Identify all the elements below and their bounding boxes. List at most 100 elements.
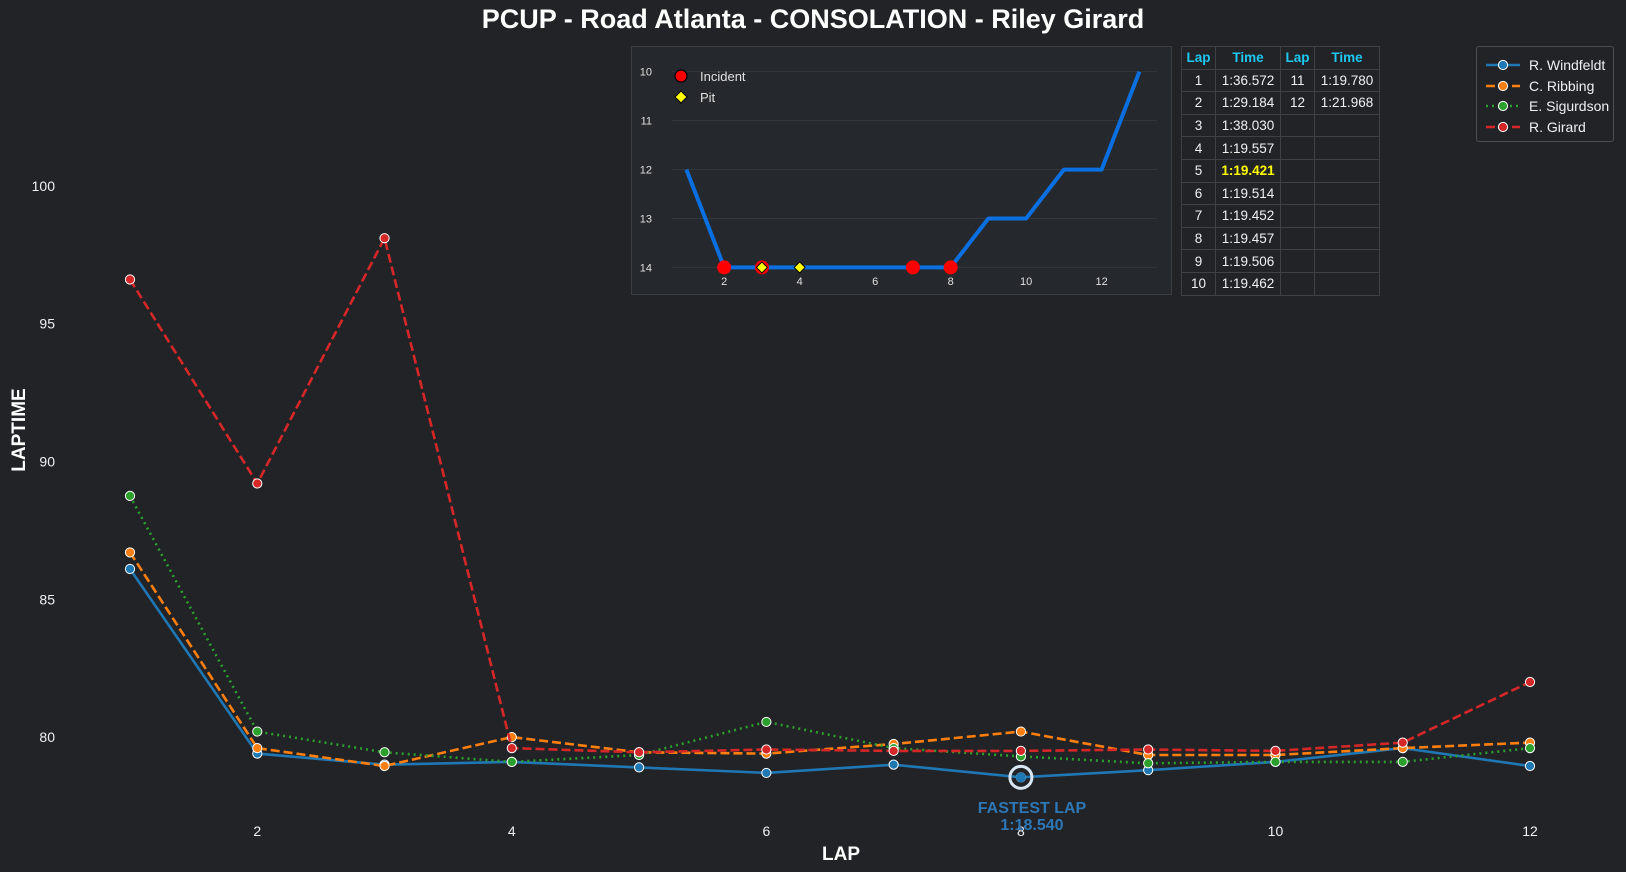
legend-label: E. Sigurdson: [1529, 98, 1610, 115]
y-axis-label: LAPTIME: [9, 388, 30, 471]
x-tick-label: 10: [1268, 823, 1284, 839]
data-point: [761, 744, 772, 755]
lap-time-cell: [1314, 181, 1380, 206]
data-point: [124, 547, 136, 558]
lap-time-cell: 1:19.452: [1215, 204, 1281, 228]
table-row: 3 1:38.030: [1181, 113, 1380, 138]
x-tick-label: 4: [508, 823, 516, 839]
data-point: [252, 726, 263, 737]
x-tick-label: 2: [253, 823, 261, 839]
inset-legend-pit-marker: [674, 90, 688, 104]
lap-time-cell: [1314, 226, 1380, 251]
x-tick-label: 6: [762, 823, 770, 839]
data-point: [1524, 676, 1536, 688]
y-tick-label: 95: [39, 316, 55, 332]
fastest-lap-annotation: FASTEST LAP 1:18.540: [952, 800, 1112, 834]
lap-number-cell: [1280, 204, 1315, 228]
fastest-lap-dot: [1015, 772, 1026, 783]
lap-number-cell: 9: [1181, 249, 1216, 273]
fastest-lap-value: 1:18.540: [1000, 817, 1064, 834]
inset-y-tick-label: 12: [640, 165, 652, 177]
data-point: [1524, 760, 1536, 772]
y-tick-label: 85: [39, 591, 55, 607]
data-point: [633, 747, 645, 758]
lap-number-cell: 3: [1181, 113, 1216, 138]
lap-number-cell: 5: [1181, 158, 1216, 183]
series-line: [128, 551, 1531, 768]
lap-number-cell: [1280, 136, 1315, 160]
lap-time-cell: 1:19.514: [1215, 181, 1281, 206]
legend-swatch: [1486, 101, 1520, 112]
pit-marker: [793, 261, 806, 274]
lap-number-cell: [1280, 158, 1315, 183]
data-point: [379, 760, 390, 772]
chart-title: PCUP - Road Atlanta - CONSOLATION - Rile…: [481, 4, 1145, 34]
legend-marker: [1497, 59, 1509, 71]
inset-y-tick-label: 10: [640, 67, 652, 79]
data-point: [124, 563, 136, 575]
lap-time-cell: 1:19.462: [1215, 271, 1281, 296]
legend-label: R. Windfeldt: [1529, 57, 1606, 73]
data-point: [888, 759, 899, 770]
y-tick-label: 90: [39, 453, 55, 469]
lap-time-table: Lap Time Lap Time 1 1:36.572 11 1:19.780 2 1:…: [1181, 46, 1380, 296]
data-point: [1270, 745, 1281, 756]
lap-time-cell: 1:19.557: [1215, 136, 1281, 160]
table-row: 2 1:29.184 12 1:21.968: [1181, 91, 1380, 115]
fastest-lap-label: FASTEST LAP: [977, 800, 1087, 817]
lap-number-cell: 11: [1280, 68, 1315, 93]
x-tick-label: 8: [1017, 823, 1025, 839]
lap-time-cell: [1314, 204, 1380, 228]
lap-time-cell: [1314, 158, 1380, 183]
inset-x-tick-label: 12: [1095, 276, 1107, 288]
y-tick-label: 100: [32, 178, 56, 194]
lap-time-cell: 1:19.506: [1215, 249, 1281, 273]
data-point: [1015, 726, 1027, 737]
lap-number-cell: 6: [1181, 181, 1216, 206]
series-line: [128, 568, 1531, 779]
data-point: [506, 743, 517, 754]
table-row: 5 1:19.421: [1181, 158, 1380, 183]
chart-legend: R. Windfeldt C. Ribbing E. Sigurdson R. Gir…: [1476, 46, 1614, 142]
legend-swatch: [1486, 59, 1520, 71]
table-row: 1 1:36.572 11 1:19.780: [1181, 68, 1380, 93]
data-point: [1015, 745, 1027, 756]
lap-number-cell: 7: [1181, 204, 1216, 228]
lap-time-cell: [1314, 113, 1380, 138]
table-row: 6 1:19.514: [1181, 181, 1380, 206]
lap-number-cell: [1280, 113, 1315, 138]
lap-time-cell: 1:38.030: [1215, 113, 1281, 138]
fastest-lap-marker: [1008, 764, 1034, 790]
inset-y-tick-label: 14: [640, 262, 652, 274]
table-row: 4 1:19.557: [1181, 136, 1380, 160]
lap-time-cell: [1314, 136, 1380, 160]
incident-marker: [717, 260, 732, 275]
inset-x-tick-label: 6: [872, 276, 878, 288]
x-tick-label: 12: [1522, 823, 1538, 839]
data-point: [379, 233, 390, 244]
lap-number-cell: 4: [1181, 136, 1216, 160]
legend-marker: [1497, 121, 1509, 132]
data-point: [633, 762, 645, 773]
legend-marker: [1497, 80, 1509, 91]
inset-y-tick-label: 13: [640, 213, 652, 225]
lap-number-cell: [1280, 226, 1315, 251]
data-point: [1270, 756, 1281, 767]
inset-legend-pit-label: Pit: [700, 90, 716, 105]
data-point: [761, 767, 772, 779]
lap-number-cell: 12: [1280, 91, 1315, 115]
incident-marker: [943, 260, 958, 275]
data-point: [1397, 756, 1408, 767]
lap-time-cell: 1:36.572: [1215, 68, 1281, 93]
table-row: 9 1:19.506: [1181, 249, 1380, 273]
data-point: [124, 274, 136, 285]
inset-x-tick-label: 10: [1020, 276, 1032, 288]
lap-time-cell: 1:19.457: [1215, 226, 1281, 251]
lap-time-cell: 1:19.421: [1215, 158, 1281, 183]
x-axis-label: LAP: [822, 844, 860, 865]
series-line: [128, 495, 1531, 765]
lap-time-cell: [1314, 249, 1380, 273]
position-inset-chart: 10 11 12 13 14 2 4 6 8 10 12 Incident Pit: [631, 46, 1172, 295]
lap-number-cell: 8: [1181, 226, 1216, 251]
data-point: [1397, 737, 1408, 748]
